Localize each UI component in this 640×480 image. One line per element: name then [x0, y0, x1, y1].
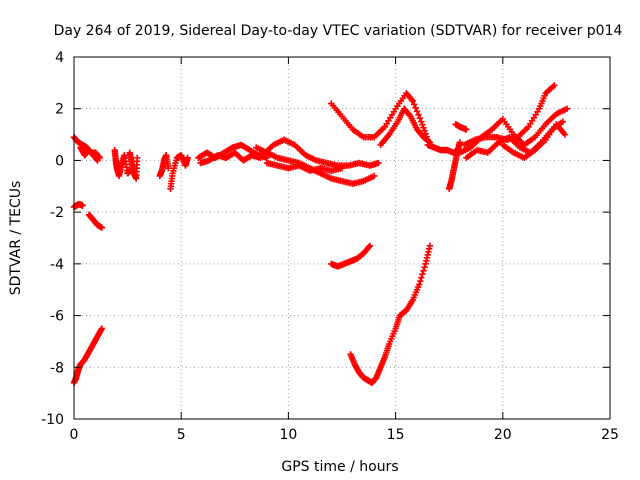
data-point-p8: [165, 164, 172, 172]
data-point-p14: [338, 164, 346, 172]
data-point-p15: [409, 97, 416, 105]
data-point-p15: [421, 127, 428, 134]
data-point-p21: [463, 126, 470, 133]
data-point-p15: [408, 96, 415, 103]
data-point-p18: [418, 274, 425, 281]
x-tick-label: 0: [70, 427, 79, 443]
data-point-p15: [418, 118, 425, 125]
data-point-p18: [420, 267, 427, 274]
data-point-p18: [417, 277, 424, 285]
data-point-p15: [410, 101, 418, 108]
data-point-p6: [126, 167, 133, 174]
data-point-p17: [365, 243, 372, 251]
y-tick-label: -8: [50, 360, 64, 376]
data-point-p7: [134, 154, 141, 162]
data-point-p20: [456, 139, 464, 146]
data-point-p13: [375, 159, 382, 167]
x-tick-label: 15: [387, 427, 405, 443]
y-tick-label: -10: [41, 412, 64, 428]
data-point-p18: [419, 271, 426, 278]
data-point-p15: [420, 124, 427, 131]
chart-title: Day 264 of 2019, Sidereal Day-to-day VTE…: [54, 23, 623, 39]
data-point-p12: [370, 172, 378, 180]
y-axis-label: SDTVAR / TECUs: [8, 181, 24, 296]
x-tick-label: 10: [279, 427, 297, 443]
data-point-p18: [421, 264, 428, 271]
data-point-p18: [426, 242, 434, 249]
data-point-p25: [561, 131, 569, 138]
y-tick-label: -6: [50, 309, 64, 325]
y-tick-label: 2: [55, 102, 64, 118]
data-point-p15: [419, 121, 426, 128]
x-tick-label: 5: [177, 427, 186, 443]
data-point-p15: [416, 114, 424, 122]
data-point-p23: [563, 105, 571, 112]
data-point-p24: [559, 118, 567, 125]
data-points: [70, 82, 571, 386]
data-point-p3: [79, 202, 86, 209]
axis-ticks: 0 5 10 15 20 25 -10 -8 -6 -4 -2 0 2 4: [41, 50, 619, 443]
grid: [74, 57, 610, 419]
data-point-p16: [406, 111, 413, 119]
y-tick-label: -4: [50, 257, 64, 273]
data-point-p15: [413, 108, 421, 115]
data-point-p15: [415, 111, 422, 118]
data-point-p15: [412, 104, 419, 112]
y-tick-label: 4: [55, 50, 64, 66]
y-tick-label: 0: [55, 153, 64, 169]
data-point-p22: [551, 82, 558, 89]
x-tick-label: 20: [494, 427, 512, 443]
data-point-p5: [98, 325, 106, 332]
y-tick-label: -2: [50, 205, 64, 221]
data-point-p18: [415, 281, 423, 288]
data-point-p4: [98, 224, 106, 231]
data-point-p17: [366, 242, 374, 249]
data-point-p2: [94, 157, 101, 164]
x-tick-label: 25: [601, 427, 619, 443]
x-axis-label: GPS time / hours: [281, 459, 398, 475]
data-point-p9: [184, 154, 191, 162]
plot-frame: [73, 56, 611, 420]
